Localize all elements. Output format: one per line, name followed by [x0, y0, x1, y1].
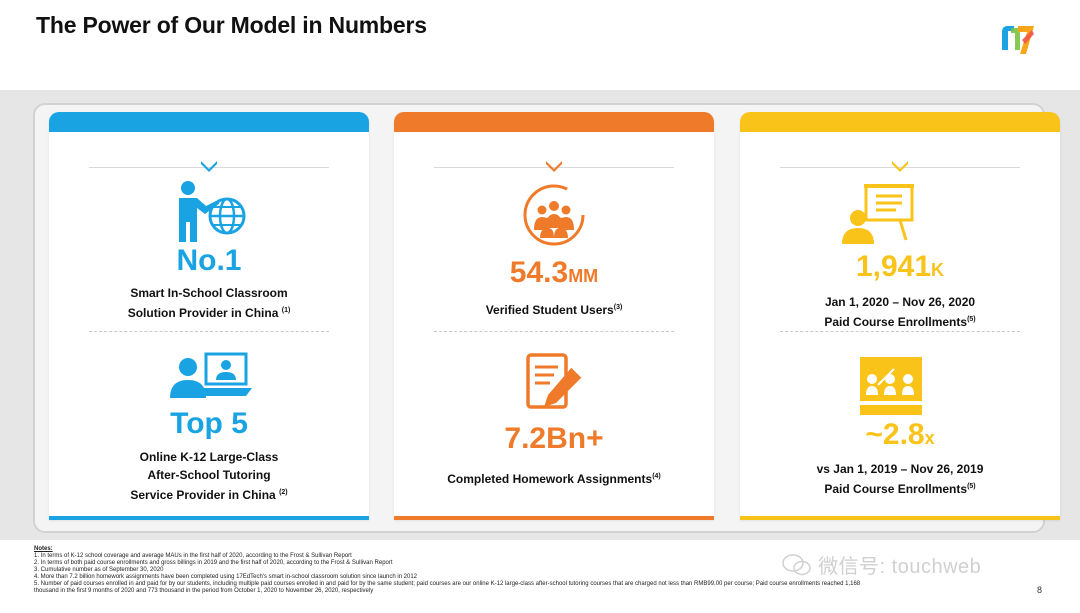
- card-bottombar: [740, 516, 1060, 520]
- chevron-down-icon: [546, 161, 562, 172]
- dashed-divider: [434, 331, 674, 332]
- card-topbar: [394, 112, 714, 132]
- stat-value: No.1: [176, 244, 242, 277]
- note-item: thousand in the first 9 months of 2020 a…: [34, 588, 374, 594]
- dashed-divider: [89, 331, 329, 332]
- card-blue: No.1 Smart In-School Classroom Solution …: [49, 112, 369, 520]
- classroom-icon: [860, 357, 922, 415]
- divider: [780, 167, 1020, 168]
- note-item: 5. Number of paid courses enrolled in an…: [34, 581, 861, 587]
- chevron-down-icon: [201, 161, 217, 172]
- card-yellow: 1,941K Jan 1, 2020 – Nov 26, 2020 Paid C…: [740, 112, 1060, 520]
- wechat-icon: [782, 554, 811, 576]
- watermark: 微信号: touchweb: [782, 550, 981, 579]
- page-title: The Power of Our Model in Numbers: [36, 12, 427, 38]
- stat-description: Completed Homework Assignments(4): [447, 472, 661, 486]
- divider: [89, 167, 329, 168]
- teacher-globe-icon: [179, 181, 246, 242]
- presenter-board-icon: [842, 184, 914, 244]
- note-item: 3. Cumulative number as of September 30,…: [34, 567, 164, 573]
- notes-heading: Notes:: [34, 546, 53, 552]
- page-number: 8: [1036, 585, 1042, 595]
- stat-value: Top 5: [170, 407, 248, 440]
- card-bottombar: [49, 516, 369, 520]
- card-topbar: [740, 112, 1060, 132]
- stat-description: Smart In-School Classroom Solution Provi…: [127, 286, 291, 320]
- stat-value: 54.3MM: [509, 256, 599, 289]
- company-logo-icon: [1002, 26, 1034, 54]
- footnotes: Notes: 1. In terms of K-12 school covera…: [34, 546, 1014, 595]
- note-item: 1. In terms of K-12 school coverage and …: [34, 553, 352, 559]
- stat-description: Online K-12 Large-Class After-School Tut…: [130, 450, 288, 502]
- users-group-icon: [523, 184, 585, 246]
- stat-description: vs Jan 1, 2019 – Nov 26, 2019 Paid Cours…: [816, 462, 984, 496]
- card-topbar: [49, 112, 369, 132]
- homework-pencil-icon: [526, 353, 583, 409]
- stat-value: 7.2Bn+: [504, 422, 604, 455]
- stat-value: ~2.8x: [865, 418, 935, 451]
- stat-description: Jan 1, 2020 – Nov 26, 2020 Paid Course E…: [824, 295, 976, 329]
- divider: [434, 167, 674, 168]
- stat-value: 1,941K: [855, 250, 945, 283]
- card-bottombar: [394, 516, 714, 520]
- online-class-icon: [170, 352, 252, 398]
- note-item: 2. In terms of both paid course enrollme…: [34, 560, 393, 566]
- card-orange: 54.3MM Verified Student Users(3) 7.2Bn+ …: [394, 112, 714, 520]
- note-item: 4. More than 7.2 billion homework assign…: [34, 574, 418, 580]
- chevron-down-icon: [892, 161, 908, 172]
- dashed-divider: [780, 331, 1020, 332]
- stat-description: Verified Student Users(3): [485, 303, 623, 317]
